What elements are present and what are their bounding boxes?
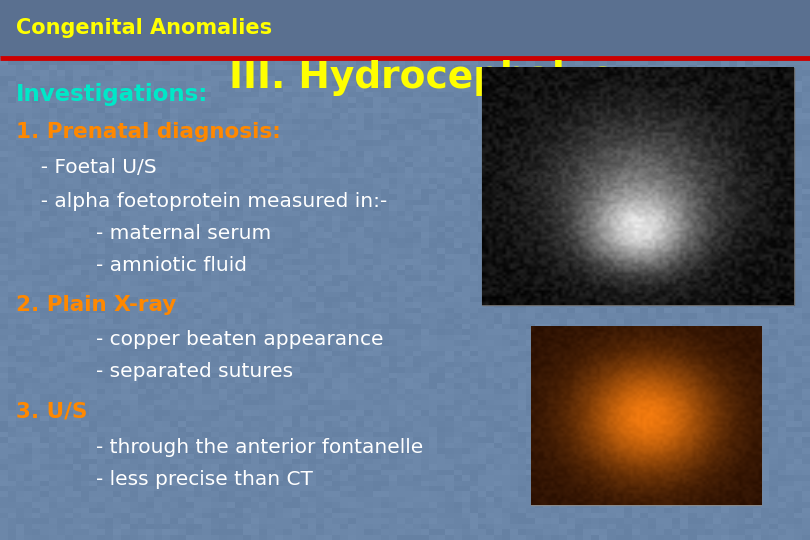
Text: - alpha foetoprotein measured in:-: - alpha foetoprotein measured in:- — [28, 192, 388, 211]
Bar — [531, 327, 761, 505]
Text: - copper beaten appearance: - copper beaten appearance — [45, 329, 383, 349]
Text: Investigations:: Investigations: — [16, 83, 208, 106]
Text: Congenital Anomalies: Congenital Anomalies — [16, 18, 272, 38]
Bar — [482, 68, 794, 305]
Text: - less precise than CT: - less precise than CT — [45, 470, 313, 489]
Text: - amniotic fluid: - amniotic fluid — [45, 256, 246, 275]
Text: III. Hydrocephalus: III. Hydrocephalus — [228, 60, 614, 96]
Text: 3. U/S: 3. U/S — [16, 401, 87, 422]
Text: - separated sutures: - separated sutures — [45, 362, 292, 381]
Text: - maternal serum: - maternal serum — [45, 224, 271, 244]
Bar — [0, 0, 810, 57]
Text: - through the anterior fontanelle: - through the anterior fontanelle — [45, 437, 423, 457]
Text: 2. Plain X-ray: 2. Plain X-ray — [16, 295, 177, 315]
Text: 1. Prenatal diagnosis:: 1. Prenatal diagnosis: — [16, 122, 281, 143]
Text: - Foetal U/S: - Foetal U/S — [28, 158, 157, 177]
